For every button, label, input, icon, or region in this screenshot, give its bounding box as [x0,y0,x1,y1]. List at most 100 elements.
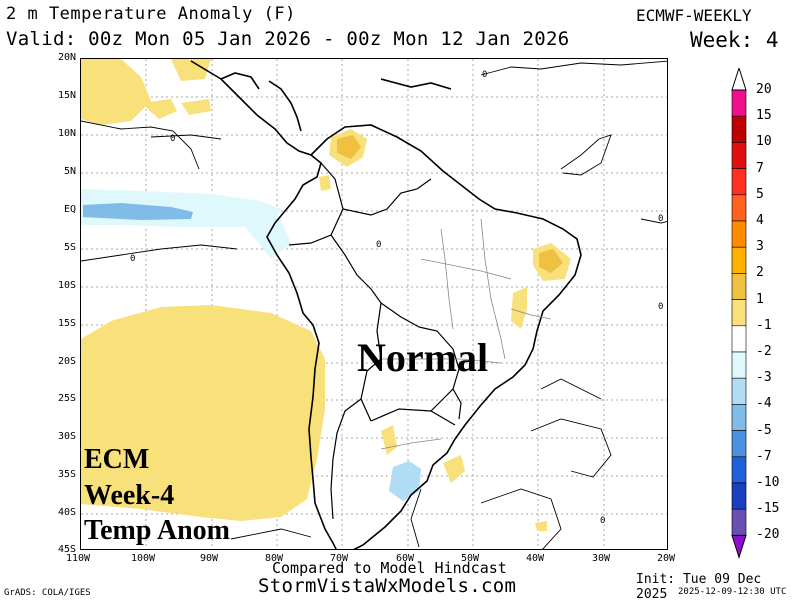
colorbar-label: -10 [756,475,780,490]
generated-time: 2025-12-09-12:30 UTC [678,587,787,597]
valid-period: Valid: 00z Mon 05 Jan 2026 - 00z Mon 12 … [6,28,570,50]
warm-anomaly-shade-uruguay [443,455,465,483]
colorbar-box [731,168,747,196]
colorbar-label: 5 [756,186,764,202]
lon-label-40w: 40W [525,553,545,564]
colorbar-box [731,404,747,431]
lon-label-50w: 50W [460,553,480,564]
warm-anomaly-core-venezuela [337,135,361,159]
lon-label-110w: 110W [65,553,91,564]
contour-label: 0 [170,134,176,144]
warm-anomaly-shade-chile [381,425,397,455]
colorbar-arrow-bottom [731,534,747,560]
colorbar-label: 1 [756,291,764,307]
colorbar-label: 15 [756,108,772,124]
init-time: Init: Tue 09 Dec 2025 [636,572,762,602]
lat-label-15n: 15N [57,90,76,101]
colorbar-box [731,246,747,274]
contour-label: 0 [658,302,664,312]
colorbar-arrow-top [731,68,747,91]
colorbar-box [731,115,747,143]
normal-annotation: Normal [357,335,489,380]
cool-anomaly-core [83,203,193,220]
colorbar-box [731,377,747,405]
colorbar-box [731,273,747,300]
grads-credit: GrADS: COLA/IGES [4,588,91,598]
colorbar-box [731,430,747,458]
colorbar-label: -4 [756,396,772,412]
lon-label-80w: 80W [264,553,284,564]
colorbar-box [731,299,747,327]
cool-anomaly-shade-2 [231,209,291,259]
colorbar-label: 7 [756,160,764,176]
map-title: 2 m Temperature Anomaly (F) [6,4,296,24]
contour-label: 0 [658,214,664,224]
model-name: ECMWF-WEEKLY [636,6,752,25]
lon-label-60w: 60W [395,553,415,564]
lat-label-15s: 15S [57,318,76,329]
map-canvas [81,59,667,549]
colorbar-label: 10 [756,134,772,150]
lon-label-70w: 70W [329,553,349,564]
country-borders [288,162,462,520]
anomaly-map [80,58,668,550]
badge-line-week: Week-4 [84,480,175,511]
forecast-week: Week: 4 [690,28,779,52]
lat-label-20n: 20N [57,52,76,63]
lat-label-40s: 40S [57,507,76,518]
zero-contours [81,60,667,549]
contour-label: 0 [130,254,136,264]
lat-label-5s: 5S [63,242,76,253]
colorbar-boxes [731,89,747,536]
colorbar-box [731,194,747,222]
colorbar-label: -1 [756,317,772,333]
colorbar-label: -5 [756,422,772,438]
colorbar-box [731,482,747,510]
warm-anomaly-shade-n3 [171,59,211,81]
lat-label-20s: 20S [57,356,76,367]
state-borders [380,218,552,450]
warm-anomaly-shade-se-pacific [81,305,325,521]
site-url: StormVistaWxModels.com [258,575,517,597]
warm-anomaly-shade-sat [535,521,547,531]
warm-anomaly-shade-col [319,175,331,191]
colorbar-box [731,142,747,169]
lat-label-5n: 5N [63,166,76,177]
lat-label-10s: 10S [57,280,76,291]
coastline [190,60,582,549]
colorbar-label: -20 [756,527,780,543]
cool-anomaly-argentina [389,461,421,501]
colorbar-label: 3 [756,239,764,255]
colorbar [731,68,747,560]
colorbar-box [731,89,747,117]
contour-label: 0 [600,516,606,526]
lon-label-20w: 20W [656,553,676,564]
lon-label-90w: 90W [199,553,219,564]
colorbar-box [731,325,747,353]
warm-anomaly-shade-n2 [181,99,211,115]
colorbar-label: -7 [756,448,772,464]
lat-label-45s: 45S [57,544,76,555]
colorbar-label: 20 [756,82,772,97]
lat-label-10n: 10N [57,128,76,139]
lat-label-eq: EQ [63,204,76,215]
colorbar-label: 4 [756,213,764,228]
lat-label-25s: 25S [57,393,76,404]
colorbar-label: -3 [756,370,772,386]
hindcast-note: Compared to Model Hindcast [272,559,507,577]
colorbar-box [731,456,747,484]
warm-anomaly-shade-brazil-2 [511,287,527,329]
colorbar-box [731,220,747,248]
colorbar-box [731,508,747,536]
badge-line-variable: Temp Anom [84,515,231,546]
lat-label-30s: 30S [57,431,76,442]
badge-line-model: ECM [84,444,150,475]
lon-label-30w: 30W [591,553,611,564]
contour-label: 0 [482,70,488,80]
lat-label-35s: 35S [57,469,76,480]
colorbar-label: -2 [756,344,772,359]
colorbar-box [731,351,747,379]
warm-anomaly-core-ne-brazil [539,249,563,273]
colorbar-label: 2 [756,265,764,281]
colorbar-label: -15 [756,501,780,517]
